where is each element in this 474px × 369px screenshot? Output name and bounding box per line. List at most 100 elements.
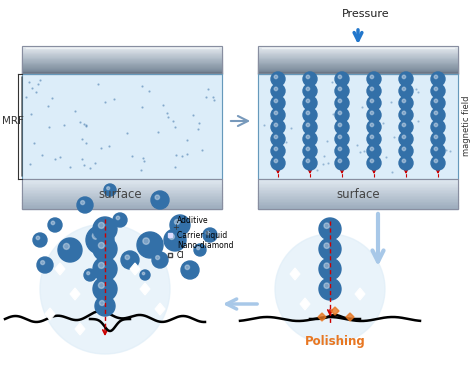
Circle shape — [367, 72, 381, 86]
Polygon shape — [130, 263, 140, 275]
Bar — [258, 179, 458, 209]
Circle shape — [194, 244, 206, 256]
Circle shape — [303, 144, 317, 158]
Bar — [22, 59, 222, 60]
Bar — [22, 72, 222, 73]
Bar — [22, 203, 222, 204]
Bar — [258, 52, 458, 53]
Circle shape — [303, 156, 317, 170]
Circle shape — [434, 135, 438, 139]
Bar — [22, 206, 222, 207]
Circle shape — [324, 283, 329, 289]
Circle shape — [140, 270, 150, 280]
Circle shape — [367, 108, 381, 122]
Bar — [258, 179, 458, 180]
Circle shape — [434, 123, 438, 127]
Text: MRF: MRF — [2, 116, 24, 126]
Circle shape — [338, 159, 342, 163]
Bar — [22, 201, 222, 203]
Circle shape — [335, 72, 349, 86]
Polygon shape — [55, 263, 65, 275]
Bar — [258, 201, 458, 203]
Bar — [22, 207, 222, 209]
Circle shape — [324, 223, 329, 228]
Bar — [258, 188, 458, 190]
Bar — [22, 179, 222, 209]
Circle shape — [370, 99, 374, 103]
Circle shape — [93, 237, 117, 261]
Circle shape — [84, 269, 96, 281]
Circle shape — [155, 195, 160, 200]
Bar — [258, 50, 458, 51]
Bar — [22, 73, 222, 74]
Bar — [258, 193, 458, 194]
Circle shape — [399, 132, 413, 146]
Circle shape — [271, 96, 285, 110]
Polygon shape — [140, 283, 150, 295]
Bar — [258, 53, 458, 54]
Bar — [22, 54, 222, 55]
Circle shape — [87, 272, 90, 275]
Circle shape — [151, 191, 169, 209]
Circle shape — [367, 132, 381, 146]
Circle shape — [99, 242, 104, 248]
Polygon shape — [290, 268, 300, 280]
Bar — [258, 59, 458, 60]
Bar — [22, 62, 222, 63]
Circle shape — [274, 75, 278, 79]
Circle shape — [431, 132, 445, 146]
Bar — [258, 204, 458, 206]
Text: Nano-diamond: Nano-diamond — [177, 241, 234, 249]
Circle shape — [434, 99, 438, 103]
Circle shape — [306, 99, 310, 103]
Bar — [258, 68, 458, 69]
Circle shape — [399, 156, 413, 170]
Bar — [258, 66, 458, 67]
Circle shape — [100, 300, 104, 306]
Circle shape — [86, 226, 114, 254]
Bar — [258, 58, 458, 59]
Circle shape — [367, 144, 381, 158]
Bar — [258, 183, 458, 185]
Circle shape — [181, 261, 199, 279]
Bar — [22, 185, 222, 186]
Text: Carrier liquid: Carrier liquid — [177, 231, 227, 239]
Bar — [22, 204, 222, 206]
Circle shape — [324, 263, 329, 269]
Circle shape — [274, 87, 278, 91]
Circle shape — [402, 159, 406, 163]
Circle shape — [142, 272, 145, 275]
Circle shape — [99, 262, 104, 268]
Circle shape — [121, 251, 139, 269]
Circle shape — [335, 120, 349, 134]
Circle shape — [402, 147, 406, 151]
Circle shape — [434, 111, 438, 115]
Bar — [22, 182, 222, 183]
Bar — [22, 46, 222, 74]
Bar — [258, 61, 458, 62]
Bar — [258, 47, 458, 48]
Bar — [22, 55, 222, 56]
Circle shape — [274, 147, 278, 151]
Circle shape — [271, 84, 285, 98]
Circle shape — [169, 234, 174, 239]
Text: surface: surface — [98, 187, 142, 200]
Circle shape — [434, 159, 438, 163]
Circle shape — [335, 144, 349, 158]
Circle shape — [93, 277, 117, 301]
Bar — [22, 51, 222, 52]
Bar — [22, 63, 222, 65]
Bar — [22, 190, 222, 191]
Circle shape — [275, 234, 385, 344]
Bar — [258, 63, 458, 65]
Bar — [258, 203, 458, 204]
Circle shape — [306, 159, 310, 163]
Circle shape — [370, 75, 374, 79]
Bar — [258, 49, 458, 50]
Circle shape — [335, 132, 349, 146]
Circle shape — [36, 236, 40, 239]
Circle shape — [370, 147, 374, 151]
Bar — [22, 191, 222, 193]
Bar — [22, 186, 222, 188]
Circle shape — [77, 197, 93, 213]
